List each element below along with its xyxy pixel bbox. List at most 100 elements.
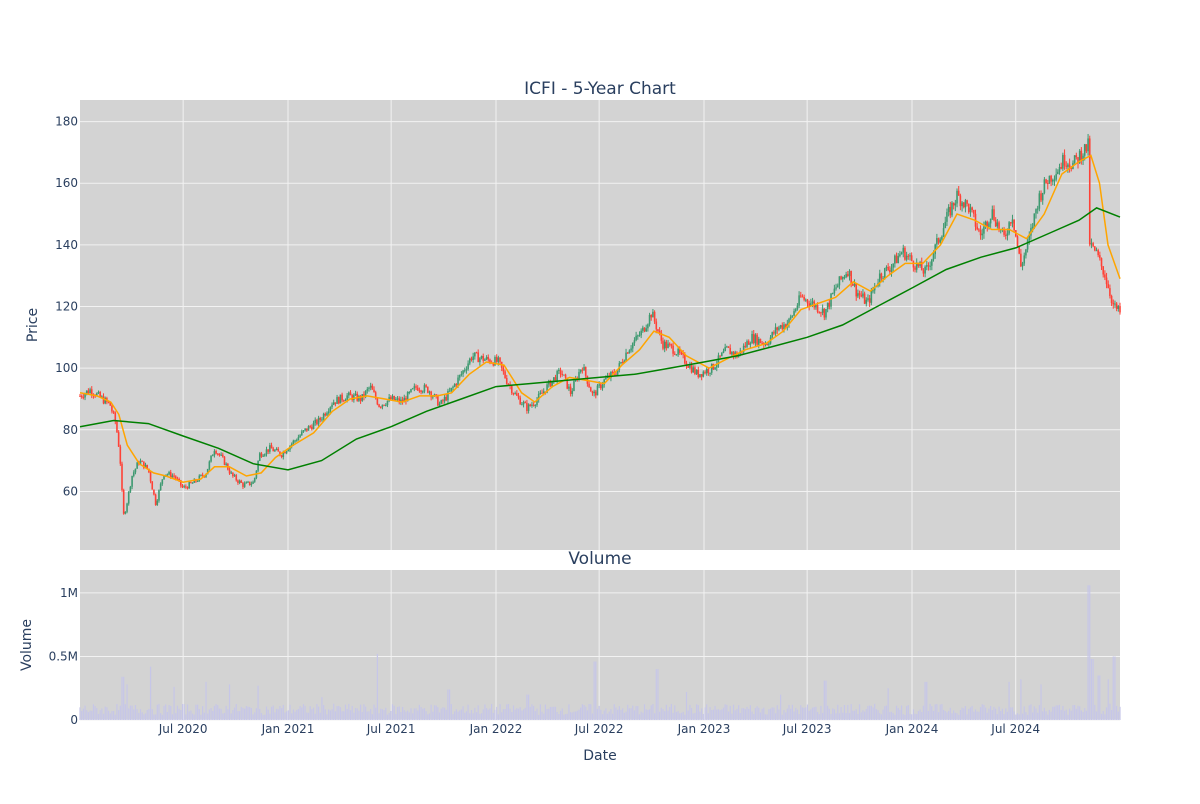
volume-bar bbox=[670, 703, 673, 720]
volume-bar bbox=[749, 705, 751, 720]
candle-body bbox=[598, 384, 600, 386]
volume-bar bbox=[296, 709, 298, 720]
volume-bar bbox=[600, 709, 602, 720]
candle-body bbox=[97, 391, 100, 394]
volume-bar bbox=[847, 704, 849, 720]
candle-body bbox=[690, 365, 693, 373]
volume-bar bbox=[334, 711, 336, 720]
candle-body bbox=[1073, 155, 1076, 163]
volume-bar bbox=[227, 709, 229, 720]
volume-bar bbox=[183, 704, 185, 720]
volume-bar bbox=[662, 709, 664, 720]
candle-body bbox=[808, 303, 810, 307]
volume-bar bbox=[892, 713, 894, 720]
volume-bar bbox=[751, 711, 753, 720]
volume-bar bbox=[351, 705, 353, 720]
candle-body bbox=[400, 399, 402, 403]
candle-body bbox=[626, 352, 629, 354]
volume-bar bbox=[509, 708, 511, 720]
candle-body bbox=[102, 396, 105, 404]
volume-bar bbox=[250, 707, 252, 720]
candle-body bbox=[631, 343, 634, 349]
volume-bars bbox=[79, 585, 1121, 720]
volume-bar bbox=[780, 694, 782, 720]
candle-body bbox=[857, 293, 859, 297]
candle-body bbox=[1045, 179, 1047, 183]
candle-body bbox=[1020, 253, 1022, 267]
volume-bar bbox=[1042, 711, 1044, 720]
candle-body bbox=[539, 392, 542, 394]
candle-body bbox=[210, 455, 212, 462]
candle-body bbox=[287, 449, 290, 452]
volume-bar bbox=[677, 711, 679, 720]
candle-body bbox=[620, 362, 622, 364]
volume-bar bbox=[976, 711, 978, 720]
volume-bar bbox=[1070, 710, 1072, 720]
candle-body bbox=[374, 392, 377, 399]
volume-bar bbox=[366, 711, 368, 720]
volume-bar bbox=[437, 707, 439, 720]
volume-bar bbox=[291, 713, 293, 720]
candle-body bbox=[401, 399, 404, 403]
candle-body bbox=[973, 210, 975, 214]
candle-body bbox=[537, 393, 540, 400]
volume-bar bbox=[165, 704, 167, 720]
candle-body bbox=[426, 386, 429, 393]
volume-bar bbox=[139, 709, 142, 720]
volume-y-tick-label: 0.5M bbox=[49, 649, 78, 663]
candle-body bbox=[756, 334, 758, 345]
candle-body bbox=[569, 386, 572, 394]
volume-bar bbox=[102, 713, 105, 720]
volume-bar bbox=[996, 714, 998, 720]
candle-body bbox=[117, 432, 120, 447]
x-tick-label: Jan 2023 bbox=[677, 722, 731, 736]
volume-bar bbox=[942, 709, 945, 720]
price-y-axis-title: Price bbox=[25, 308, 41, 342]
candle-body bbox=[484, 359, 486, 361]
candle-body bbox=[1109, 288, 1111, 297]
candle-body bbox=[492, 362, 495, 366]
candle-body bbox=[660, 332, 663, 341]
volume-bar bbox=[134, 705, 137, 720]
volume-bar bbox=[470, 709, 473, 720]
candle-body bbox=[914, 267, 916, 270]
volume-y-tick-label: 1M bbox=[60, 586, 78, 600]
candle-body bbox=[862, 293, 864, 297]
candle-body bbox=[211, 455, 214, 457]
candle-body bbox=[282, 452, 285, 457]
candle-body bbox=[981, 233, 984, 236]
volume-bar bbox=[390, 710, 392, 720]
volume-bar bbox=[684, 714, 686, 720]
volume-bar bbox=[748, 708, 750, 720]
candle-body bbox=[673, 353, 676, 355]
volume-bar bbox=[1117, 711, 1119, 720]
volume-bar bbox=[685, 692, 688, 720]
candle-body bbox=[731, 351, 733, 355]
candle-body bbox=[892, 263, 894, 268]
candle-body bbox=[201, 474, 204, 476]
volume-bar bbox=[491, 703, 493, 720]
volume-bar bbox=[1102, 711, 1104, 720]
volume-bar bbox=[107, 710, 110, 720]
volume-bar bbox=[672, 712, 674, 720]
candle-body bbox=[710, 363, 713, 373]
candle-body bbox=[280, 455, 283, 457]
volume-bar bbox=[706, 704, 708, 720]
candle-body bbox=[485, 357, 488, 360]
volume-bar bbox=[119, 705, 121, 720]
candle-body bbox=[872, 290, 874, 292]
volume-bar bbox=[109, 713, 111, 720]
candle-body bbox=[932, 254, 935, 260]
volume-bar bbox=[1001, 708, 1003, 720]
candle-body bbox=[101, 396, 103, 398]
volume-bar bbox=[549, 706, 552, 720]
candle-body bbox=[571, 390, 574, 394]
volume-bar bbox=[838, 713, 841, 720]
price-y-tick-label: 60 bbox=[63, 484, 78, 498]
candle-body bbox=[185, 486, 187, 488]
candle-body bbox=[504, 371, 506, 379]
volume-bar bbox=[1026, 714, 1029, 720]
volume-bar bbox=[311, 709, 313, 720]
volume-bar bbox=[1085, 710, 1087, 720]
volume-bar bbox=[472, 713, 474, 720]
